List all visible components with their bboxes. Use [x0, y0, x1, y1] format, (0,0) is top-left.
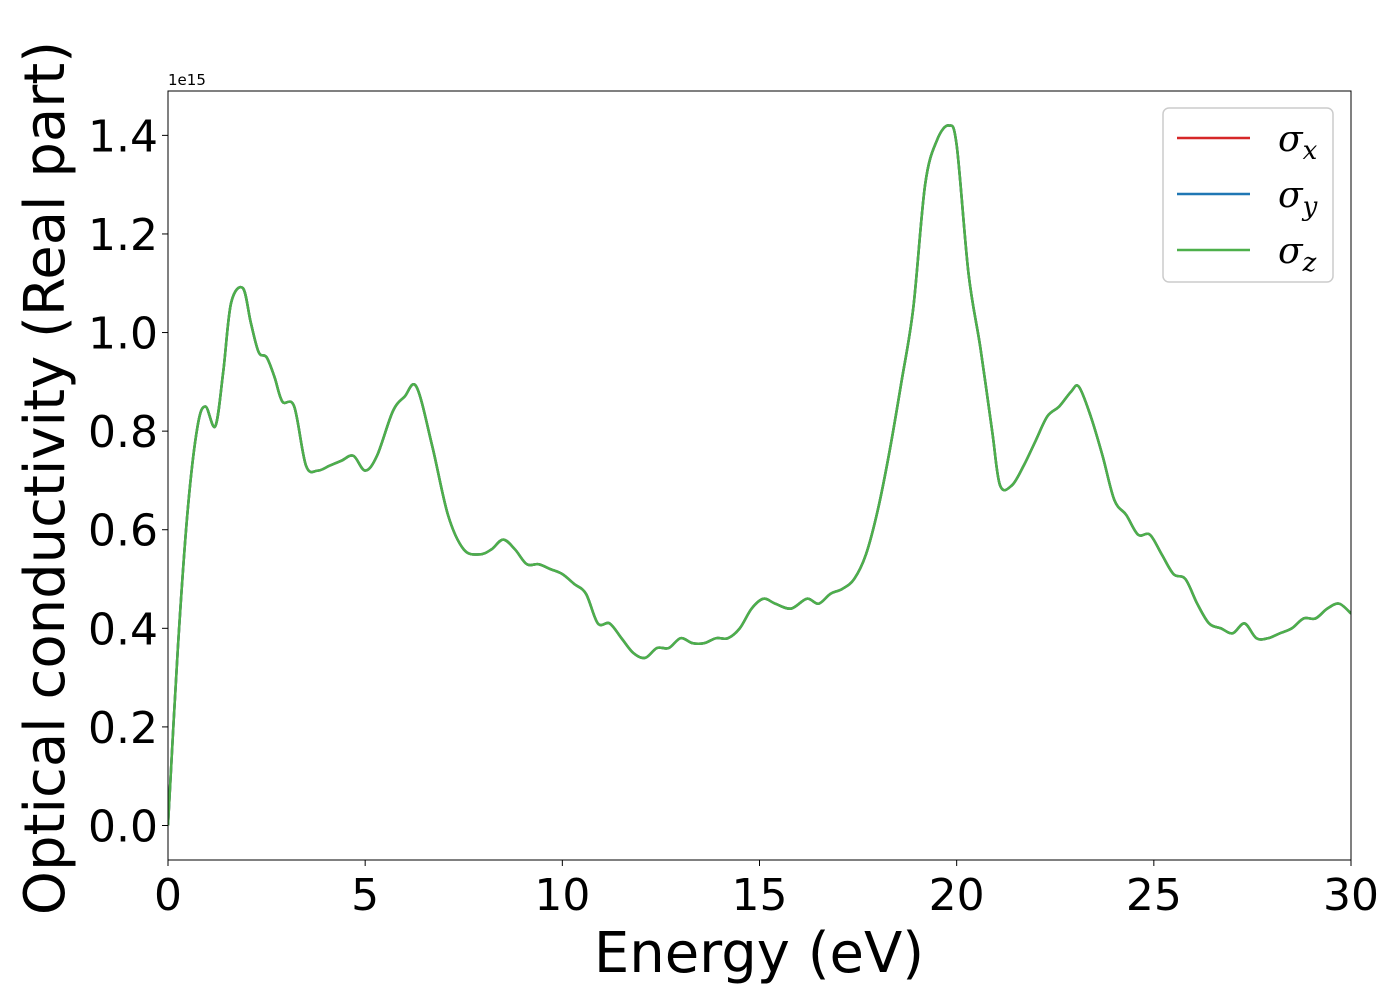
y-tick-label: 0.2	[88, 703, 158, 754]
x-tick-label: 30	[1323, 870, 1379, 921]
y-tick-label: 0.6	[88, 506, 158, 557]
series-line-2	[168, 124, 1351, 826]
y-tick-label: 1.2	[88, 210, 158, 261]
x-tick-label: 0	[154, 870, 182, 921]
x-tick-label: 5	[351, 870, 379, 921]
y-tick-label: 0.8	[88, 407, 158, 458]
legend-label: σy	[1278, 175, 1318, 222]
y-tick-label: 1.0	[88, 309, 158, 360]
x-axis: 0 5 10 15 20 25 30	[154, 860, 1379, 921]
x-axis-label: Energy (eV)	[594, 921, 924, 986]
legend-symbol: σ	[1278, 175, 1304, 216]
legend-label: σx	[1278, 119, 1318, 166]
y-tick-label: 1.4	[88, 111, 158, 162]
x-tick-label: 20	[929, 870, 985, 921]
legend-symbol: σ	[1278, 119, 1304, 160]
x-tick-label: 15	[732, 870, 788, 921]
y-axis-label: Optical conductivity (Real part)	[13, 41, 78, 915]
y-tick-label: 0.4	[88, 604, 158, 655]
y-offset-label: 1e15	[168, 71, 206, 89]
legend-subscript: y	[1302, 192, 1318, 222]
legend-label: σz	[1278, 231, 1317, 278]
x-tick-label: 10	[534, 870, 590, 921]
y-tick-label: 0.0	[88, 801, 158, 852]
legend-symbol: σ	[1278, 231, 1304, 272]
series-layer	[168, 124, 1351, 826]
legend-subscript: x	[1303, 136, 1318, 166]
y-axis: 0.0 0.2 0.4 0.6 0.8 1.0 1.2 1.4	[88, 111, 168, 852]
legend-subscript: z	[1302, 248, 1317, 278]
x-tick-label: 25	[1126, 870, 1182, 921]
